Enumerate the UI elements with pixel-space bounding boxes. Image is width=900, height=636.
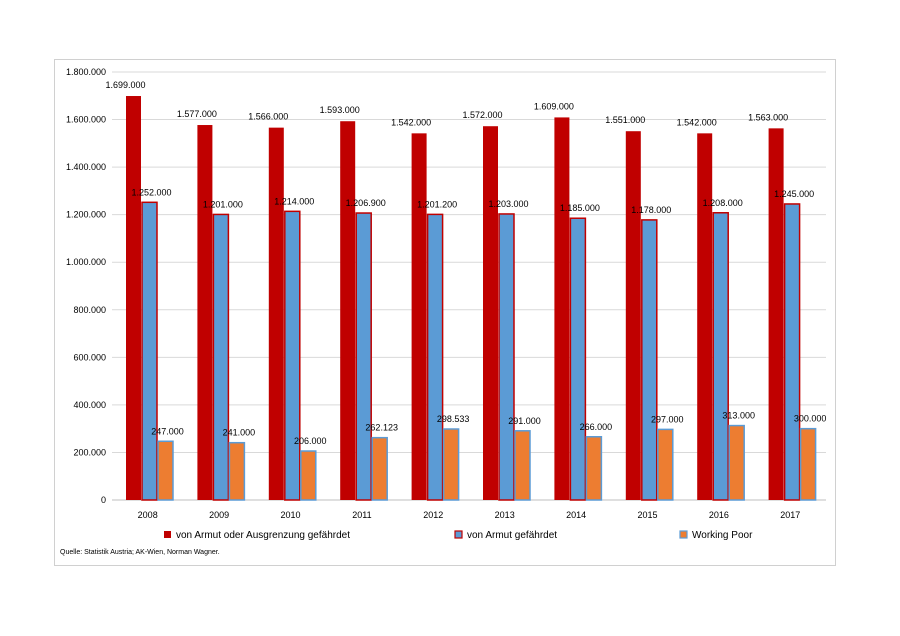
bar <box>483 126 498 501</box>
legend-label: von Armut gefährdet <box>467 530 557 541</box>
data-label: 1.214.000 <box>274 196 314 206</box>
data-label: 1.206.900 <box>346 198 386 208</box>
bar <box>625 131 641 500</box>
bar <box>212 213 230 501</box>
bar <box>554 117 570 500</box>
bar <box>697 133 713 500</box>
data-label: 1.566.000 <box>248 112 288 122</box>
bar <box>300 450 317 501</box>
legend-label: Working Poor <box>692 530 753 541</box>
x-tick-label: 2009 <box>209 510 229 520</box>
data-label: 1.593.000 <box>320 105 360 115</box>
bar <box>442 428 460 501</box>
y-tick-label: 1.000.000 <box>66 257 106 267</box>
data-label: 1.252.000 <box>131 187 171 197</box>
y-tick-label: 200.000 <box>73 447 106 457</box>
data-label: 291.000 <box>508 416 541 426</box>
bar <box>712 212 729 501</box>
bar <box>426 213 444 501</box>
legend-swatch <box>164 531 171 538</box>
data-label: 247.000 <box>151 426 184 436</box>
bar <box>657 428 674 501</box>
data-label: 1.201.200 <box>417 199 457 209</box>
bar <box>197 125 213 500</box>
data-label: 1.609.000 <box>534 101 574 111</box>
data-labels: 1.699.000 1.252.000 247.000 1.577.000 1.201.… <box>105 80 826 446</box>
bar <box>228 441 246 501</box>
y-tick-label: 400.000 <box>73 400 106 410</box>
source-note: Quelle: Statistik Austria; AK-Wien, Norm… <box>60 549 220 556</box>
y-tick-label: 800.000 <box>73 305 106 315</box>
data-label: 1.563.000 <box>748 112 788 122</box>
y-tick-label: 0 <box>101 495 106 505</box>
legend: von Armut oder Ausgrenzung gefährdet von … <box>164 530 753 541</box>
x-tick-label: 2011 <box>352 510 371 520</box>
data-label: 206.000 <box>294 436 327 446</box>
data-label: 1.551.000 <box>605 115 645 125</box>
data-label: 1.699.000 <box>105 80 145 90</box>
data-label: 1.577.000 <box>177 109 217 119</box>
y-tick-label: 1.800.000 <box>66 67 106 77</box>
data-label: 241.000 <box>223 428 256 438</box>
x-tick-label: 2008 <box>138 510 158 520</box>
bar <box>157 440 174 501</box>
data-label: 1.245.000 <box>774 189 814 199</box>
bar <box>411 133 427 500</box>
data-label: 313.000 <box>722 411 755 421</box>
bar <box>728 424 745 501</box>
x-tick-label: 2016 <box>709 510 729 520</box>
bar <box>569 217 587 501</box>
bar <box>783 203 801 501</box>
data-label: 300.000 <box>794 414 827 424</box>
bar <box>284 210 301 501</box>
data-label: 1.208.000 <box>703 198 743 208</box>
bar <box>585 436 603 501</box>
y-tick-label: 1.400.000 <box>66 162 106 172</box>
legend-swatch <box>679 530 688 539</box>
data-label: 1.201.000 <box>203 199 243 209</box>
x-tick-label: 2017 <box>780 510 800 520</box>
data-label: 1.203.000 <box>488 199 528 209</box>
data-label: 1.542.000 <box>677 117 717 127</box>
data-label: 1.572.000 <box>462 110 502 120</box>
bar <box>126 96 141 500</box>
bar <box>371 436 388 501</box>
legend-label: von Armut oder Ausgrenzung gefährdet <box>176 530 350 541</box>
legend-swatch <box>454 530 463 539</box>
x-tick-label: 2012 <box>423 510 443 520</box>
y-tick-label: 1.600.000 <box>66 115 106 125</box>
data-label: 1.178.000 <box>631 205 671 215</box>
data-label: 262.123 <box>365 423 398 433</box>
x-tick-label: 2010 <box>280 510 300 520</box>
bar <box>799 427 817 501</box>
data-label: 1.542.000 <box>391 117 431 127</box>
bar <box>141 201 158 501</box>
x-axis: 2008 2009 2010 2011 2012 2013 2014 2015 2016 2017 <box>138 510 801 520</box>
x-tick-label: 2013 <box>495 510 515 520</box>
bar <box>268 127 284 500</box>
y-tick-label: 600.000 <box>73 352 106 362</box>
bar <box>514 430 531 501</box>
bar <box>355 212 372 501</box>
x-tick-label: 2015 <box>637 510 657 520</box>
data-label: 297.000 <box>651 414 684 424</box>
bar <box>641 219 658 501</box>
bar <box>498 213 515 501</box>
y-axis: 0 200.000 400.000 600.000 800.000 1.000.000 1.… <box>66 67 106 505</box>
bars <box>126 96 817 501</box>
bar <box>768 128 784 500</box>
data-label: 298.533 <box>437 414 470 424</box>
data-label: 1.185.000 <box>560 203 600 213</box>
data-label: 266.000 <box>580 422 613 432</box>
y-tick-label: 1.200.000 <box>66 210 106 220</box>
x-tick-label: 2014 <box>566 510 586 520</box>
bar <box>340 121 356 500</box>
